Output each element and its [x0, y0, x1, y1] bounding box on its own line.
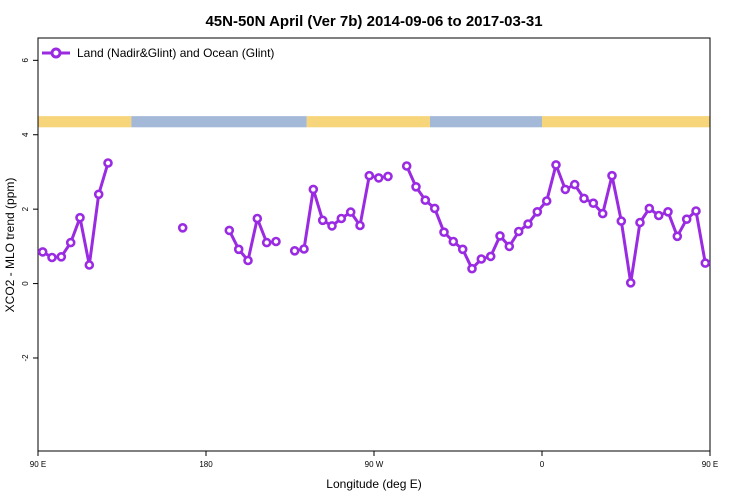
data-point: [663, 207, 673, 217]
data-point: [252, 213, 263, 224]
data-point: [308, 184, 319, 195]
land-ocean-strip: [38, 116, 710, 128]
x-tick-label-3: 0: [540, 460, 545, 469]
data-point: [84, 260, 95, 270]
data-point: [420, 195, 431, 205]
data-point: [607, 170, 617, 181]
data-point: [411, 182, 421, 192]
data-point: [644, 203, 655, 214]
data-point: [75, 212, 85, 223]
data-point: [597, 208, 608, 219]
strip-land-4: [542, 116, 710, 128]
series-line-0-0: [41, 162, 110, 267]
data-point: [429, 203, 440, 214]
legend-entry: Land (Nadir&Glint) and Ocean (Glint): [77, 46, 274, 60]
data-point: [373, 173, 384, 183]
data-point: [467, 263, 477, 274]
data-point: [457, 244, 468, 255]
data-point: [448, 236, 459, 247]
x-axis-label: Longitude (deg E): [326, 477, 421, 491]
strip-land-2: [306, 116, 430, 128]
data-point: [383, 171, 393, 182]
data-point: [635, 217, 645, 228]
series-line-0-4: [405, 163, 707, 285]
data-point: [56, 251, 67, 262]
y-tick-label-1: 0: [21, 281, 30, 286]
chart-title: 45N-50N April (Ver 7b) 2014-09-06 to 201…: [205, 13, 542, 30]
data-point: [317, 215, 328, 226]
legend: Land (Nadir&Glint) and Ocean (Glint): [42, 46, 274, 60]
data-point: [65, 237, 76, 248]
data-point: [691, 206, 701, 216]
data-point: [233, 244, 244, 255]
x-tick-label-2: 90 W: [365, 460, 384, 469]
y-axis: -2 0 2 4 6: [21, 58, 38, 362]
data-point: [364, 170, 375, 181]
data-point: [37, 247, 48, 257]
data-point: [560, 184, 571, 195]
data-point: [224, 225, 235, 236]
data-point: [261, 237, 272, 248]
data-point: [653, 210, 664, 221]
x-axis: 90 E 180 90 W 0 90 E: [30, 451, 718, 469]
data-point: [485, 251, 496, 262]
strip-land-0: [38, 116, 132, 128]
data-point: [551, 160, 561, 170]
y-tick-label-2: 2: [21, 206, 30, 211]
data-point: [569, 179, 580, 190]
data-point: [47, 252, 57, 263]
data-point: [579, 193, 589, 204]
series-layer: [37, 158, 711, 288]
data-point: [327, 221, 337, 231]
y-tick-label-4: 6: [21, 58, 30, 63]
x-tick-label-1: 180: [199, 460, 213, 469]
strip-ocean-1: [131, 116, 307, 128]
data-point: [93, 189, 104, 200]
data-point: [532, 207, 543, 217]
strip-ocean-3: [430, 116, 542, 128]
data-point: [681, 214, 692, 224]
y-tick-label-0: -2: [21, 354, 30, 362]
data-point: [345, 207, 356, 217]
data-point: [700, 258, 711, 268]
data-point: [336, 213, 347, 224]
data-point: [495, 231, 505, 241]
data-point: [299, 244, 309, 254]
data-point: [243, 255, 253, 266]
plot-frame: [37, 37, 711, 452]
data-point: [523, 219, 533, 229]
data-point: [439, 227, 449, 237]
data-point: [513, 226, 524, 237]
x-tick-label-0: 90 E: [30, 460, 46, 469]
data-point: [103, 158, 113, 168]
y-axis-label: XCO2 - MLO trend (ppm): [3, 178, 17, 313]
data-point: [504, 241, 515, 252]
x-tick-label-4: 90 E: [702, 460, 718, 469]
data-point: [672, 231, 683, 242]
y-tick-label-3: 4: [21, 132, 30, 137]
data-point: [616, 216, 627, 226]
legend-marker: [50, 47, 62, 59]
series-line-0-3: [294, 174, 389, 253]
data-point: [401, 161, 412, 171]
data-point: [355, 220, 365, 231]
data-point: [625, 277, 636, 288]
data-point: [289, 246, 300, 256]
data-point: [177, 223, 188, 233]
data-point: [541, 196, 552, 206]
data-point: [476, 254, 487, 264]
data-point: [588, 198, 599, 208]
data-point: [271, 236, 281, 247]
